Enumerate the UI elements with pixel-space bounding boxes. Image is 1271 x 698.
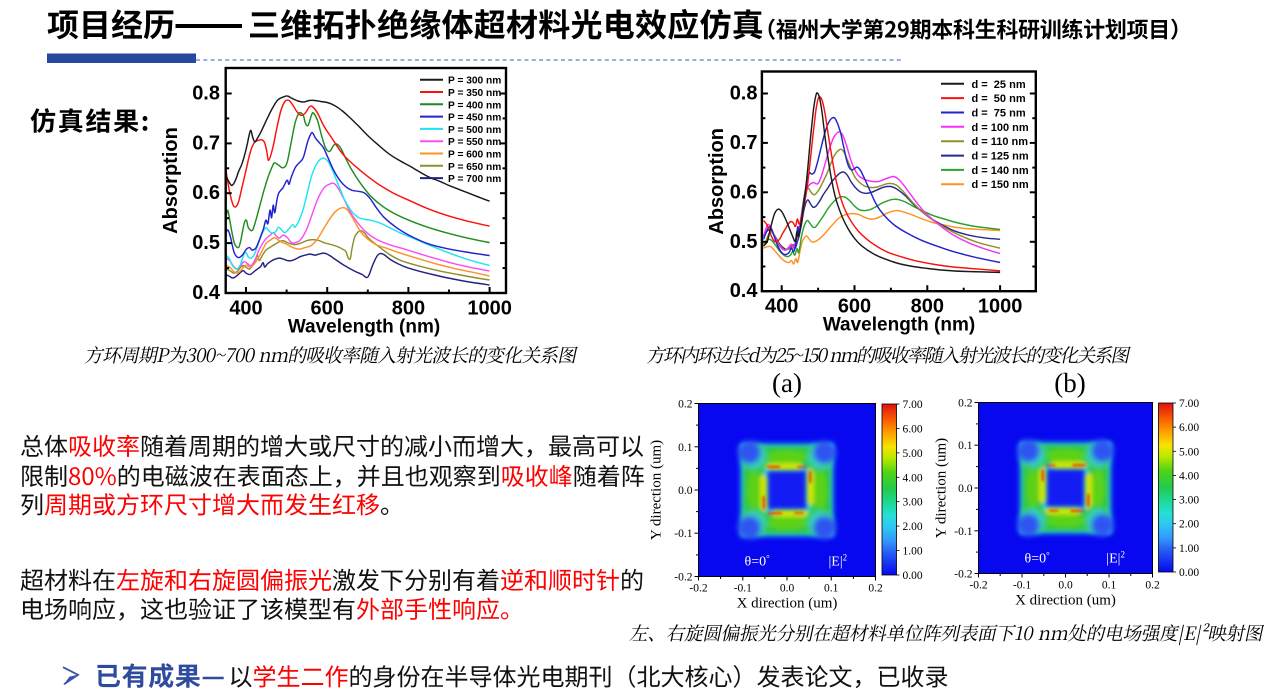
- svg-text:|E|2: |E|2: [1106, 550, 1125, 567]
- svg-text:P = 300 nm: P = 300 nm: [448, 76, 501, 87]
- svg-text:(b): (b): [1054, 368, 1085, 398]
- svg-text:-0.2: -0.2: [674, 572, 692, 584]
- svg-text:0.2: 0.2: [958, 398, 973, 410]
- svg-text:5.00: 5.00: [903, 448, 923, 460]
- svg-text:-0.1: -0.1: [734, 583, 752, 595]
- svg-text:P = 700 nm: P = 700 nm: [448, 174, 501, 185]
- svg-text:6.00: 6.00: [903, 423, 923, 435]
- svg-text:d = 110 nm: d = 110 nm: [972, 136, 1029, 148]
- svg-text:0.0: 0.0: [1058, 580, 1073, 592]
- svg-text:0.1: 0.1: [678, 442, 693, 454]
- svg-text:600: 600: [838, 296, 871, 318]
- svg-text:600: 600: [311, 298, 344, 320]
- svg-text:4.00: 4.00: [903, 472, 923, 484]
- svg-text:-0.2: -0.2: [689, 583, 707, 595]
- svg-text:400: 400: [229, 298, 262, 320]
- svg-text:X direction (um): X direction (um): [737, 596, 838, 612]
- svg-text:Wavelength (nm): Wavelength (nm): [288, 317, 440, 338]
- svg-text:7.00: 7.00: [1179, 398, 1199, 410]
- svg-text:0.5: 0.5: [192, 232, 220, 254]
- svg-text:800: 800: [392, 298, 425, 320]
- svg-text:0.0: 0.0: [958, 483, 973, 495]
- svg-text:5.00: 5.00: [1179, 446, 1199, 458]
- svg-text:P = 400 nm: P = 400 nm: [448, 100, 501, 111]
- svg-text:0.00: 0.00: [903, 570, 923, 582]
- svg-text:3.00: 3.00: [1179, 495, 1199, 507]
- svg-text:4.00: 4.00: [1179, 470, 1199, 482]
- svg-text:6.00: 6.00: [1179, 422, 1199, 434]
- svg-text:0.8: 0.8: [730, 83, 758, 105]
- svg-text:7.00: 7.00: [903, 399, 923, 411]
- svg-text:2.00: 2.00: [1179, 519, 1199, 531]
- svg-text:0.7: 0.7: [192, 132, 220, 154]
- svg-text:0.1: 0.1: [958, 440, 973, 452]
- svg-text:0.4: 0.4: [192, 282, 221, 304]
- svg-text:800: 800: [911, 296, 944, 318]
- svg-text:0.6: 0.6: [730, 181, 758, 203]
- svg-text:1000: 1000: [467, 298, 512, 320]
- svg-text:2.00: 2.00: [903, 521, 923, 533]
- svg-text:Absorption: Absorption: [160, 127, 182, 234]
- svg-text:0.0: 0.0: [678, 485, 693, 497]
- svg-text:0.0: 0.0: [780, 583, 795, 595]
- svg-text:d = 100 nm: d = 100 nm: [972, 122, 1029, 134]
- svg-text:Absorption: Absorption: [706, 128, 728, 235]
- svg-text:d = 140 nm: d = 140 nm: [972, 165, 1029, 177]
- svg-text:d = 50 nm: d = 50 nm: [972, 93, 1026, 105]
- svg-text:0.1: 0.1: [824, 583, 839, 595]
- svg-text:P = 500 nm: P = 500 nm: [448, 125, 501, 136]
- svg-text:Y direction (um): Y direction (um): [649, 440, 665, 540]
- svg-text:d = 25 nm: d = 25 nm: [972, 79, 1026, 91]
- svg-text:1.00: 1.00: [1179, 543, 1199, 555]
- svg-text:0.6: 0.6: [192, 182, 220, 204]
- svg-text:θ=0°: θ=0°: [745, 554, 771, 570]
- svg-text:1.00: 1.00: [903, 546, 923, 558]
- svg-text:Y direction (um): Y direction (um): [934, 438, 950, 538]
- svg-text:3.00: 3.00: [903, 497, 923, 509]
- svg-text:d = 75 nm: d = 75 nm: [972, 108, 1026, 120]
- svg-text:0.5: 0.5: [730, 231, 758, 253]
- svg-text:P = 650 nm: P = 650 nm: [448, 162, 501, 173]
- svg-text:0.2: 0.2: [1145, 580, 1160, 592]
- svg-text:d = 150 nm: d = 150 nm: [972, 179, 1029, 191]
- svg-text:0.1: 0.1: [1102, 580, 1117, 592]
- svg-text:0.7: 0.7: [730, 132, 758, 154]
- svg-text:-0.2: -0.2: [954, 569, 972, 581]
- svg-text:1000: 1000: [978, 296, 1023, 318]
- svg-text:-0.1: -0.1: [674, 528, 692, 540]
- svg-text:X direction (um): X direction (um): [1015, 593, 1116, 609]
- svg-text:0.2: 0.2: [678, 399, 693, 411]
- svg-text:(a): (a): [772, 368, 802, 398]
- svg-text:0.00: 0.00: [1179, 567, 1199, 579]
- svg-text:P = 550 nm: P = 550 nm: [448, 137, 501, 148]
- svg-text:P = 350 nm: P = 350 nm: [448, 88, 501, 99]
- svg-text:0.8: 0.8: [192, 83, 220, 105]
- svg-text:P = 450 nm: P = 450 nm: [448, 113, 501, 124]
- svg-text:400: 400: [765, 296, 798, 318]
- svg-text:P = 600 nm: P = 600 nm: [448, 150, 501, 161]
- svg-text:-0.1: -0.1: [954, 526, 972, 538]
- svg-text:-0.1: -0.1: [1013, 580, 1031, 592]
- svg-text:Wavelength (nm): Wavelength (nm): [823, 315, 975, 336]
- svg-text:0.4: 0.4: [730, 280, 759, 302]
- svg-text:0.2: 0.2: [868, 583, 883, 595]
- svg-text:d = 125 nm: d = 125 nm: [972, 151, 1029, 163]
- svg-text:|E|2: |E|2: [829, 553, 848, 570]
- svg-text:θ=0°: θ=0°: [1025, 551, 1051, 567]
- svg-text:-0.2: -0.2: [969, 580, 987, 592]
